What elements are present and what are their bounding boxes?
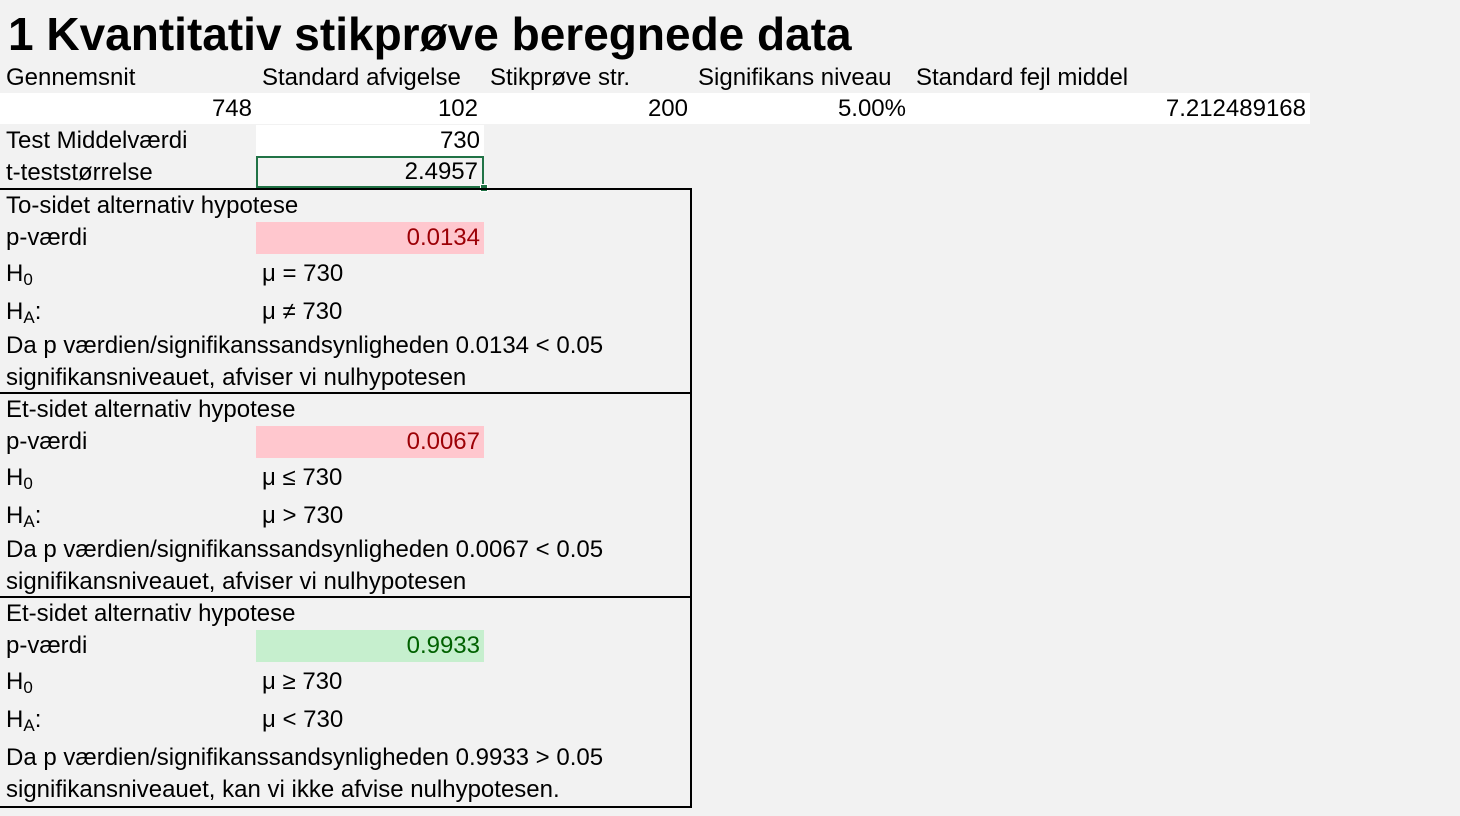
conclusion-line-2[interactable]: signifikansniveauet, afviser vi nulhypot…: [6, 364, 467, 391]
h0-label[interactable]: H0: [6, 464, 33, 493]
conclusion-line-1[interactable]: Da p værdien/signifikanssandsynligheden …: [6, 536, 604, 563]
t-stat-label[interactable]: t-teststørrelse: [6, 159, 153, 186]
section-two-sided: [0, 188, 692, 394]
values-row-background: [0, 93, 1310, 124]
section-heading[interactable]: To-sidet alternativ hypotese: [6, 192, 299, 219]
t-stat-selected-cell[interactable]: 2.4957: [256, 156, 484, 188]
conclusion-line-1[interactable]: Da p værdien/signifikanssandsynligheden …: [6, 332, 604, 359]
value-std[interactable]: 102: [437, 95, 478, 122]
p-value-label[interactable]: p-værdi: [6, 632, 88, 659]
value-significance[interactable]: 5.00%: [837, 95, 906, 122]
ha-label[interactable]: HA:: [6, 298, 42, 327]
p-value-label[interactable]: p-værdi: [6, 224, 88, 251]
test-mean-background: [256, 125, 484, 156]
test-mean-label[interactable]: Test Middelværdi: [6, 127, 188, 154]
h0-value[interactable]: μ ≤ 730: [262, 464, 343, 491]
p-value-two-sided[interactable]: 0.0134: [256, 222, 484, 254]
sheet-title[interactable]: 1 Kvantitativ stikprøve beregnede data: [8, 8, 852, 60]
section-heading[interactable]: Et-sidet alternativ hypotese: [6, 600, 296, 627]
section-one-sided-upper: [0, 392, 692, 598]
h0-label[interactable]: H0: [6, 668, 33, 697]
value-std-error[interactable]: 7.212489168: [1165, 95, 1306, 122]
p-value-one-sided-upper[interactable]: 0.0067: [256, 426, 484, 458]
ha-value[interactable]: μ ≠ 730: [262, 298, 343, 325]
section-one-sided-lower: [0, 596, 692, 808]
h0-value[interactable]: μ ≥ 730: [262, 668, 343, 695]
header-std[interactable]: Standard afvigelse: [262, 64, 461, 91]
header-std-error[interactable]: Standard fejl middel: [916, 64, 1129, 91]
header-significance[interactable]: Signifikans niveau: [698, 64, 892, 91]
header-mean[interactable]: Gennemsnit: [6, 64, 136, 91]
h0-label[interactable]: H0: [6, 260, 33, 289]
p-value-one-sided-lower[interactable]: 0.9933: [256, 630, 484, 662]
header-sample-size[interactable]: Stikprøve str.: [490, 64, 631, 91]
ha-label[interactable]: HA:: [6, 706, 42, 735]
ha-label[interactable]: HA:: [6, 502, 42, 531]
p-value-label[interactable]: p-værdi: [6, 428, 88, 455]
conclusion-line-2[interactable]: signifikansniveauet, kan vi ikke afvise …: [6, 776, 560, 803]
conclusion-line-1[interactable]: Da p værdien/signifikanssandsynligheden …: [6, 744, 604, 771]
h0-value[interactable]: μ = 730: [262, 260, 344, 287]
ha-value[interactable]: μ < 730: [262, 706, 344, 733]
conclusion-line-2[interactable]: signifikansniveauet, afviser vi nulhypot…: [6, 568, 467, 595]
value-sample-size[interactable]: 200: [647, 95, 688, 122]
ha-value[interactable]: μ > 730: [262, 502, 344, 529]
test-mean-value[interactable]: 730: [439, 127, 480, 154]
section-heading[interactable]: Et-sidet alternativ hypotese: [6, 396, 296, 423]
value-mean[interactable]: 748: [211, 95, 252, 122]
